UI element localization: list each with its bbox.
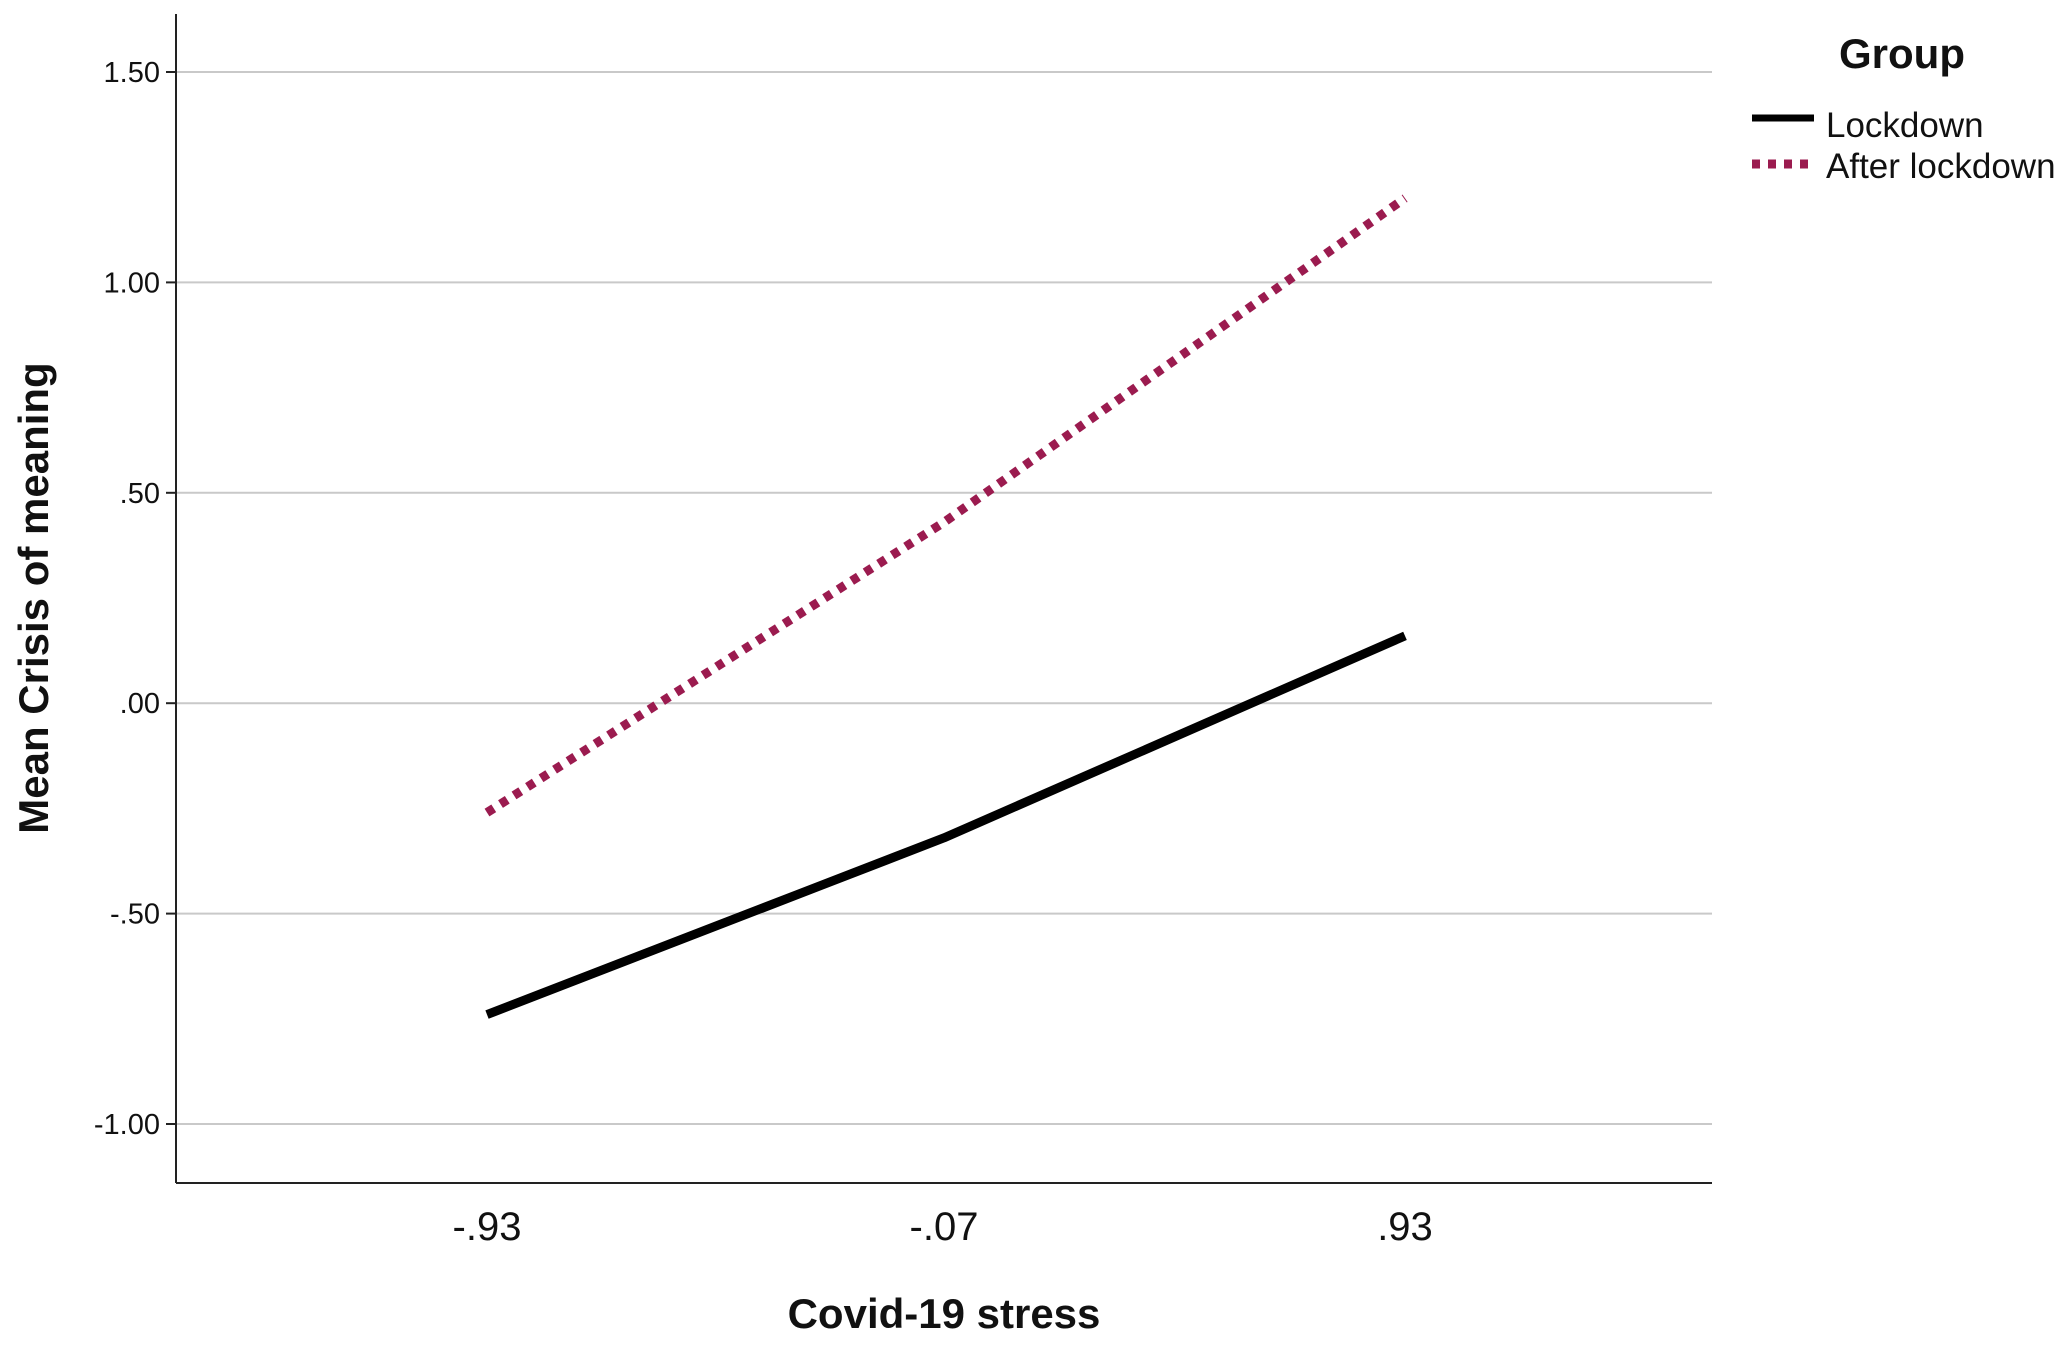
legend-title: Group: [1839, 30, 1965, 77]
series-line-after-lockdown: [487, 198, 1405, 812]
grid-layer: [166, 72, 1712, 1124]
y-tick-label: 1.00: [104, 267, 160, 299]
y-tick-label: .00: [120, 688, 160, 720]
x-axis-title: Covid-19 stress: [788, 1290, 1101, 1337]
y-tick-label: -.50: [110, 899, 160, 931]
legend: Group Lockdown After lockdown: [1752, 30, 2056, 186]
series-line-lockdown: [487, 636, 1405, 1015]
x-tick-label: -.93: [453, 1205, 522, 1249]
axis-layer: [176, 14, 1712, 1183]
y-axis-title: Mean Crisis of meaning: [10, 362, 57, 833]
y-tick-label: 1.50: [104, 57, 160, 89]
x-tick-label: -.07: [910, 1205, 979, 1249]
legend-label-lockdown: Lockdown: [1826, 106, 1984, 145]
legend-label-after-lockdown: After lockdown: [1826, 147, 2056, 186]
x-tick-label: .93: [1377, 1205, 1433, 1249]
y-tick-labels: 1.50 1.00 .50 .00 -.50 -1.00: [94, 57, 160, 1141]
y-tick-label: .50: [120, 478, 160, 510]
series-layer: [487, 198, 1405, 1015]
y-tick-label: -1.00: [94, 1109, 160, 1141]
x-tick-labels: -.93 -.07 .93: [453, 1205, 1433, 1249]
